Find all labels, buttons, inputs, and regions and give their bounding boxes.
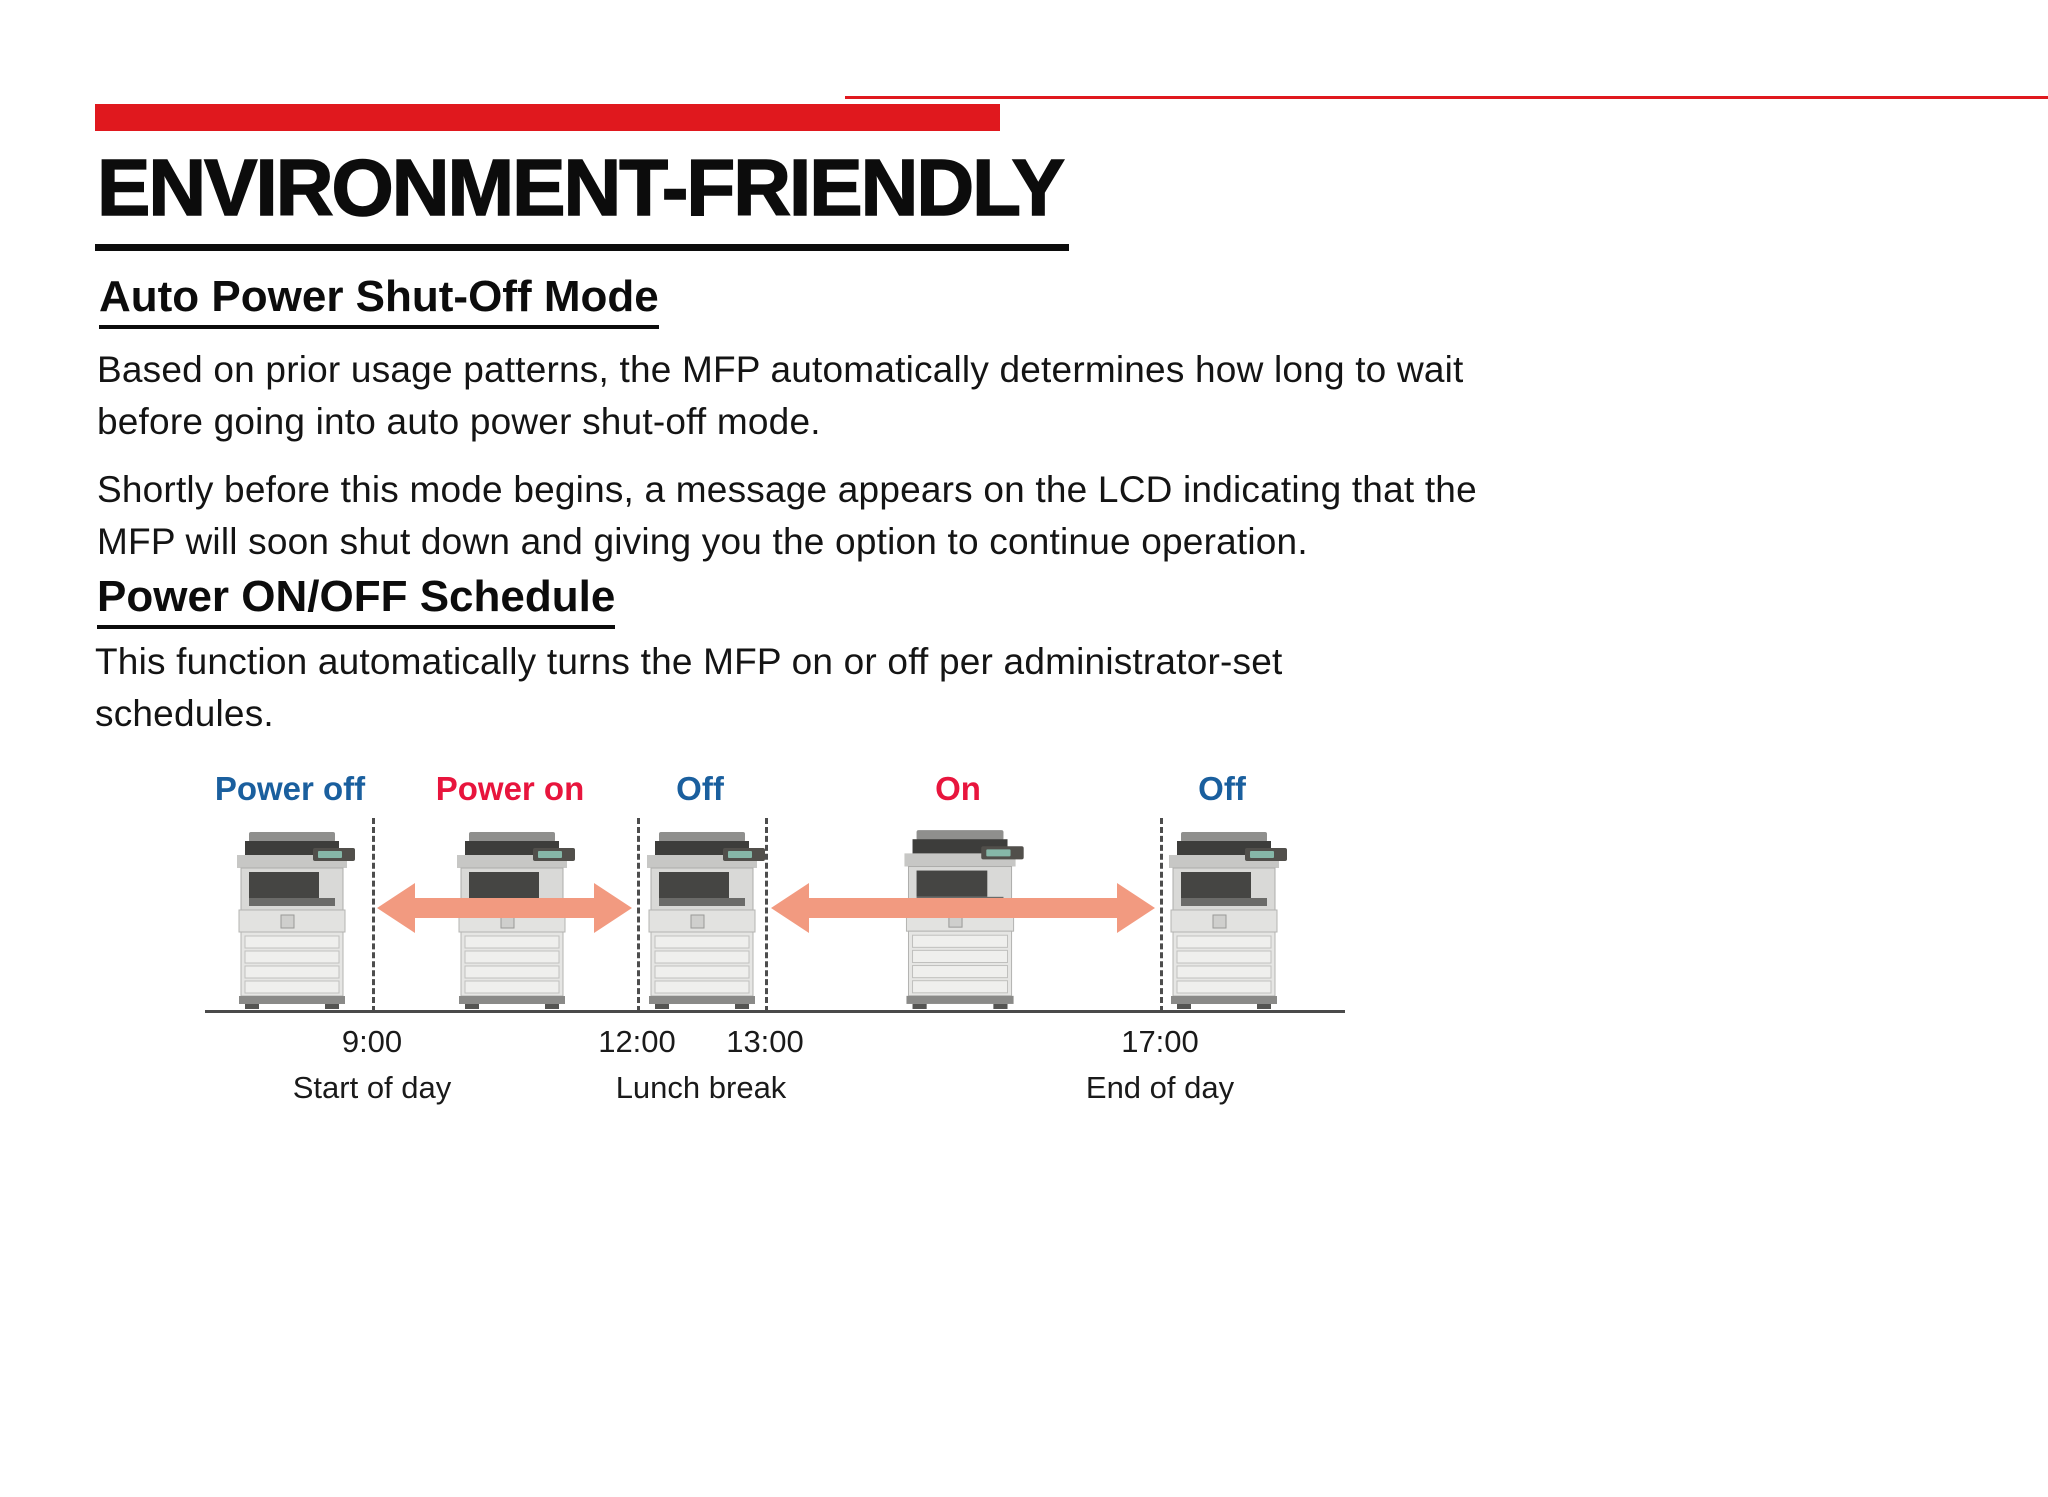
top-accent-line bbox=[845, 96, 2048, 99]
page-title: ENVIRONMENT-FRIENDLY bbox=[95, 142, 1070, 251]
mfp-image-3 bbox=[625, 820, 775, 1010]
dashed-divider-17 bbox=[1160, 818, 1163, 1012]
state-label-power-off: Power off bbox=[214, 770, 366, 807]
state-label-on: On bbox=[935, 770, 981, 807]
double-arrow-afternoon bbox=[771, 883, 1155, 933]
time-17-00: 17:00 bbox=[1121, 1024, 1199, 1059]
mfp-image-1 bbox=[215, 820, 365, 1010]
dashed-divider-12 bbox=[637, 818, 640, 1012]
section-heading-auto-power: Auto Power Shut-Off Mode bbox=[99, 272, 659, 329]
state-label-power-on: Power on bbox=[435, 770, 585, 807]
state-label-off-lunch: Off bbox=[676, 770, 724, 807]
section-heading-schedule: Power ON/OFF Schedule bbox=[97, 572, 616, 629]
auto-power-paragraph-2: Shortly before this mode begins, a messa… bbox=[97, 469, 1477, 562]
double-arrow-morning bbox=[377, 883, 632, 933]
time-13-00: 13:00 bbox=[726, 1024, 804, 1059]
state-label-off-end: Off bbox=[1198, 770, 1246, 807]
dashed-divider-9 bbox=[372, 818, 375, 1012]
dashed-divider-13 bbox=[765, 818, 768, 1012]
title-accent-bar bbox=[95, 104, 1000, 131]
timeline-axis bbox=[205, 1010, 1345, 1013]
mfp-image-5 bbox=[1147, 820, 1297, 1010]
time-9-00: 9:00 bbox=[341, 1024, 403, 1059]
label-end-of-day: End of day bbox=[1085, 1070, 1235, 1105]
power-schedule-diagram: Power off Power on Off On Off 9:00 12:00… bbox=[205, 768, 1365, 1128]
time-12-00: 12:00 bbox=[598, 1024, 676, 1059]
auto-power-paragraph-1: Based on prior usage patterns, the MFP a… bbox=[97, 349, 1464, 442]
label-lunch-break: Lunch break bbox=[615, 1070, 787, 1105]
schedule-paragraph-1: This function automatically turns the MF… bbox=[95, 641, 1283, 734]
label-start-of-day: Start of day bbox=[292, 1070, 452, 1105]
